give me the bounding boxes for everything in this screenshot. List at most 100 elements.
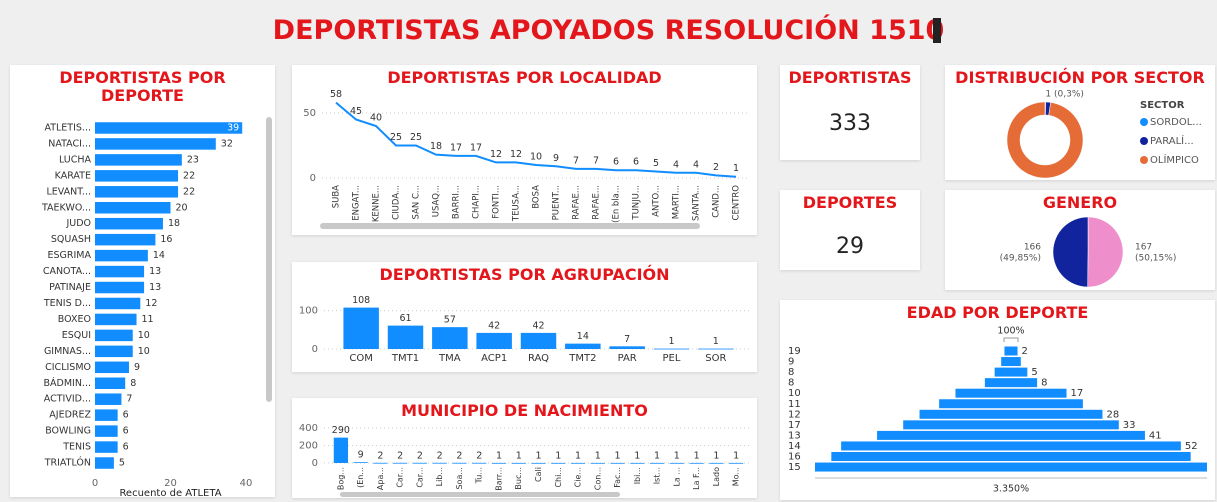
line — [335, 101, 737, 178]
y-tick-label: GIMNAS... — [44, 346, 91, 357]
x-tick-label: CIUDA... — [392, 185, 402, 220]
bar — [476, 332, 512, 349]
x-tick-label: Ibi... — [633, 467, 642, 484]
x-tick-label: MARTI... — [672, 185, 682, 219]
x-tick-label: KENNE... — [372, 185, 382, 222]
chart: ATLETIS... 39 NATACI... 32 LUCHA 23 KARATE 22 LE… — [41, 122, 252, 497]
bar — [432, 327, 468, 349]
x-tick-label: Mo... — [732, 467, 741, 486]
category-label: 19 — [788, 346, 801, 357]
slice — [1087, 216, 1124, 288]
data-label: 16 — [160, 234, 172, 245]
data-label: 5 — [653, 158, 659, 169]
x-tick-label: RAFAE... — [572, 185, 582, 220]
bar — [590, 462, 605, 464]
data-label: 8 — [1041, 378, 1047, 389]
x-tick-label: TEUSA... — [512, 185, 522, 222]
category-label: 15 — [788, 462, 801, 473]
data-label: 2 — [417, 450, 423, 461]
panel: GENERO 167 (50,15%) 166 (49,85%) — [945, 190, 1215, 290]
legend-label: PARALÍ... — [1150, 134, 1194, 147]
data-label: 22 — [183, 186, 195, 197]
chart: 0 200 400 290 Bog... 9 (En... 2 Apa... 2 Car... 2 Ca… — [299, 423, 750, 491]
bar — [1004, 346, 1018, 356]
bar — [95, 441, 118, 453]
y-tick-label: NATACI... — [48, 138, 91, 149]
bar — [95, 313, 137, 326]
data-label: 5 — [119, 458, 125, 469]
x-tick-label: Ist... — [653, 467, 662, 484]
bar — [95, 297, 141, 310]
card-value: 333 — [829, 111, 871, 136]
data-label: 1 — [713, 450, 719, 461]
category-label: 17 — [788, 420, 801, 431]
data-label: 42 — [532, 320, 544, 331]
bar — [95, 329, 133, 342]
y-tick-label: 400 — [299, 423, 318, 434]
y-tick-label: PATINAJE — [49, 282, 91, 293]
data-label: 28 — [1106, 409, 1119, 420]
category-label: 11 — [788, 399, 801, 410]
panel: DISTRIBUCIÓN POR SECTOR 1 (0,3%)325 (97,… — [945, 65, 1215, 180]
x-tick-label: Soa... — [455, 467, 464, 490]
bar — [95, 217, 163, 230]
data-label: 1 — [654, 450, 660, 461]
chart: 167 (50,15%) 166 (49,85%) — [1000, 216, 1176, 288]
data-label: 5 — [1031, 367, 1037, 378]
y-tick-label: TAEKWO... — [41, 202, 91, 213]
x-tick-label: Apa... — [376, 467, 385, 490]
data-label: 12 — [510, 149, 522, 160]
bar — [95, 122, 243, 134]
data-label: 9 — [134, 362, 140, 373]
bar — [831, 452, 1191, 461]
x-tick-label: SUBA — [332, 185, 342, 208]
x-tick-label: La ... — [672, 467, 681, 487]
legend-label: SORDOL... — [1150, 117, 1202, 128]
data-label: 23 — [187, 154, 199, 165]
legend-marker — [1140, 118, 1148, 126]
bar — [565, 343, 601, 349]
slice — [1052, 216, 1089, 288]
x-tick-label: ENGAT... — [352, 185, 362, 221]
data-label: 1 — [733, 450, 739, 461]
data-label: 1 — [575, 450, 581, 461]
chart: 1 (0,3%)325 (97,...)SECTORSORDOL...PARAL… — [1006, 90, 1202, 179]
x-tick-label: SAN C... — [412, 185, 422, 219]
y-tick-label: TRIATLÓN — [44, 457, 91, 469]
data-label: 25 — [410, 132, 422, 143]
data-label: 108 — [352, 295, 370, 306]
data-label: 13 — [149, 266, 161, 277]
category-label: 16 — [788, 452, 801, 463]
bar — [609, 346, 645, 349]
data-label: 2 — [456, 450, 462, 461]
x-tick-label: 0 — [92, 478, 98, 489]
data-label: 1 — [733, 163, 739, 174]
chart-title: EDAD POR DEPORTE — [906, 303, 1089, 322]
bar — [393, 462, 408, 464]
y-tick-label: AJEDREZ — [49, 410, 91, 421]
bar — [649, 462, 665, 464]
chart-title: DEPORTISTAS POR LOCALIDAD — [387, 68, 662, 87]
bar — [95, 154, 182, 166]
data-label: 10 — [530, 152, 542, 163]
chart-title: DISTRIBUCIÓN POR SECTOR — [955, 68, 1205, 87]
y-tick-label: 100 — [299, 306, 318, 317]
x-tick-label: (En... — [356, 467, 365, 488]
bar — [472, 462, 487, 464]
bar — [95, 425, 118, 437]
data-label: 58 — [330, 90, 342, 100]
x-tick-label: Con... — [593, 467, 602, 490]
bar — [994, 367, 1028, 377]
data-label: 2 — [377, 450, 383, 461]
y-tick-label: JUDO — [65, 218, 91, 229]
data-label: 6 — [613, 157, 619, 168]
chart-title: DEPORTISTAS POR DEPORTE — [59, 68, 226, 105]
bar — [95, 361, 129, 374]
panel: DEPORTISTAS POR LOCALIDAD 0 50 SUBA 58 ENGAT… — [292, 65, 757, 235]
chart-title: GENERO — [1042, 193, 1118, 212]
x-tick-label: CAND... — [712, 185, 722, 218]
bracket — [1003, 337, 1019, 342]
data-label: 1 — [535, 450, 541, 461]
bar — [353, 462, 368, 464]
data-label: 18 — [168, 218, 180, 229]
